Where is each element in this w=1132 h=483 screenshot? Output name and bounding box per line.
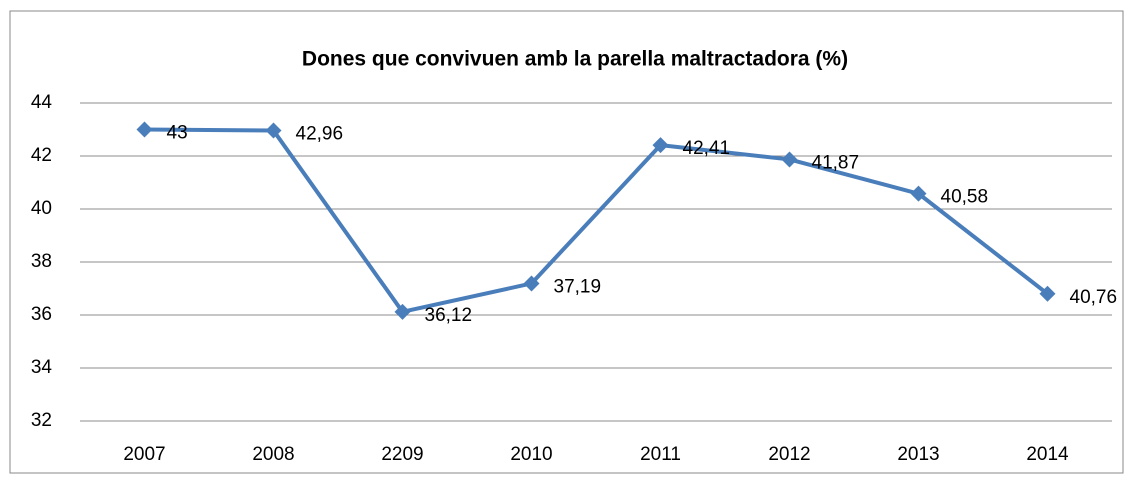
- chart-title: Dones que convivuen amb la parella maltr…: [302, 48, 848, 71]
- data-label: 42,41: [683, 138, 731, 159]
- series-line: [144, 127, 1049, 314]
- data-label: 41,87: [812, 152, 860, 173]
- x-tick-label: 2008: [252, 444, 294, 465]
- data-label: 40,76: [1070, 287, 1118, 308]
- x-tick-label: 2209: [381, 444, 423, 465]
- x-tick-label: 2010: [510, 444, 552, 465]
- point-marker: [394, 303, 411, 320]
- point-marker: [910, 185, 927, 202]
- x-tick-label: 2012: [768, 444, 810, 465]
- data-label: 42,96: [296, 124, 344, 145]
- y-tick-label: 36: [31, 304, 52, 325]
- x-tick-label: 2011: [640, 444, 681, 465]
- x-tick-label: 2013: [897, 444, 939, 465]
- point-marker: [523, 275, 540, 292]
- y-tick-label: 40: [31, 198, 52, 219]
- point-marker: [1039, 285, 1056, 302]
- chart-border: [9, 10, 1124, 474]
- data-label: 43: [167, 123, 188, 144]
- point-marker: [265, 122, 282, 139]
- x-tick-label: 2014: [1026, 444, 1069, 465]
- point-marker: [652, 137, 669, 154]
- y-tick-label: 34: [31, 357, 53, 378]
- y-tick-label: 32: [31, 410, 52, 431]
- point-marker: [136, 121, 153, 138]
- x-tick-label: 2007: [123, 444, 165, 465]
- y-tick-label: 38: [31, 251, 52, 272]
- y-tick-label: 44: [31, 92, 53, 113]
- data-label: 40,58: [941, 187, 989, 208]
- point-marker: [781, 151, 798, 168]
- data-label: 37,19: [554, 276, 602, 297]
- y-tick-label: 42: [31, 145, 52, 166]
- data-label: 36,12: [425, 305, 473, 326]
